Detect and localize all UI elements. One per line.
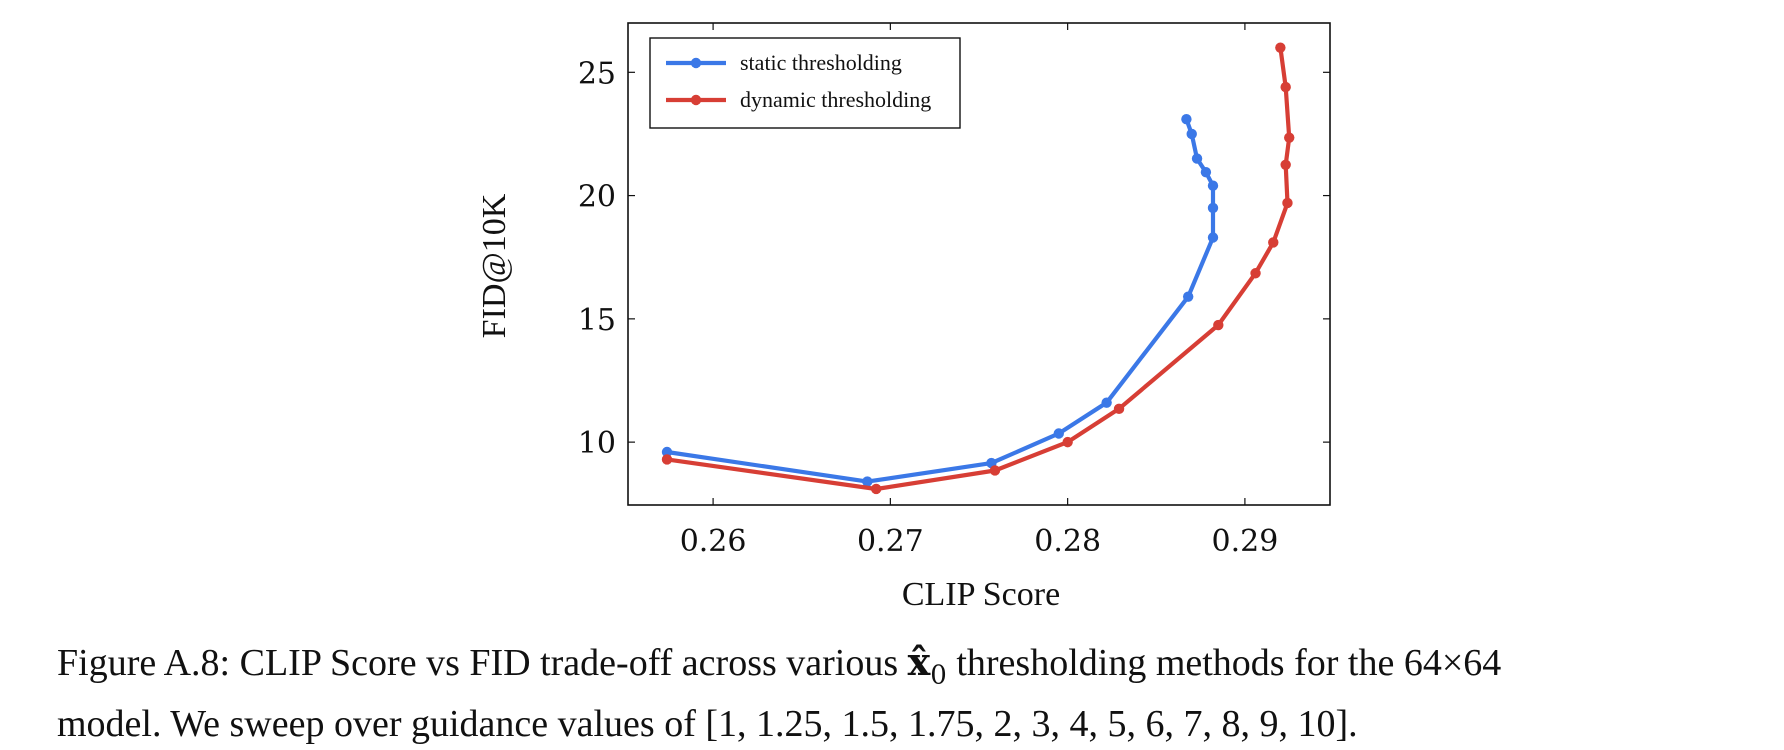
series-line-static: [664, 117, 1216, 484]
data-point: [1250, 268, 1261, 279]
y-axis-label: FID@10K: [476, 193, 513, 338]
legend-entry-label: static thresholding: [740, 50, 902, 75]
data-point: [1207, 202, 1219, 214]
legend-swatch-marker: [690, 94, 702, 106]
x-axis-label: CLIP Score: [902, 576, 1060, 613]
axis-ticks: [628, 23, 1330, 505]
chart-series: [661, 42, 1295, 495]
axis-labels: 0.26 0.27 0.28 0.29 10 15 20 25 CLIP Score FID@10…: [476, 56, 1278, 613]
data-point: [1275, 42, 1286, 53]
data-point: [1191, 153, 1203, 164]
chart: 0.26 0.27 0.28 0.29 10 15 20 25 CLIP Score FID@10…: [476, 22, 1331, 613]
data-point: [1280, 159, 1291, 170]
y-tick-label: 20: [578, 180, 616, 215]
data-point: [1280, 81, 1291, 93]
legend: static thresholding dynamic thresholding: [649, 37, 961, 129]
y-tick-label: 10: [578, 426, 616, 461]
caption-text-after: thresholding methods for the 64×64: [946, 642, 1502, 684]
data-point: [1200, 166, 1212, 178]
plot-frame: [627, 22, 1331, 506]
caption-line-2: model. We sweep over guidance values of …: [57, 702, 1358, 745]
data-point: [989, 465, 1001, 476]
x-tick-label: 0.28: [1034, 524, 1101, 559]
y-tick-label: 15: [578, 303, 616, 338]
data-point: [1181, 113, 1192, 125]
x-tick-label: 0.29: [1212, 524, 1279, 559]
caption-symbol-x: x̂: [907, 639, 931, 684]
data-point: [1062, 436, 1073, 448]
data-point: [661, 454, 673, 465]
caption-line-1: Figure A.8: CLIP Score vs FID trade-off …: [57, 638, 1757, 700]
figure-caption: Figure A.8: CLIP Score vs FID trade-off …: [57, 638, 1757, 748]
data-point: [1113, 403, 1125, 415]
data-point: [1186, 128, 1197, 140]
caption-symbol: x̂0: [907, 639, 947, 691]
data-point: [1101, 397, 1112, 408]
legend-swatch-marker: [690, 57, 702, 69]
x-tick-label: 0.26: [680, 524, 747, 559]
legend-box: [649, 37, 961, 129]
caption-text-before: Figure A.8: CLIP Score vs FID trade-off …: [57, 642, 908, 684]
data-point: [1207, 180, 1219, 191]
data-point: [661, 446, 673, 458]
data-point: [1282, 197, 1293, 209]
data-point: [1268, 237, 1279, 248]
data-point: [862, 476, 873, 487]
legend-entry-label: dynamic thresholding: [740, 87, 931, 112]
data-point: [1213, 319, 1224, 331]
data-point: [1207, 232, 1219, 243]
x-tick-label: 0.27: [857, 524, 924, 559]
data-point: [1182, 291, 1194, 302]
data-point: [870, 483, 882, 495]
y-tick-label: 25: [578, 56, 616, 91]
data-point: [1284, 132, 1295, 143]
caption-symbol-subscript: 0: [930, 660, 947, 691]
data-point: [1053, 428, 1064, 439]
